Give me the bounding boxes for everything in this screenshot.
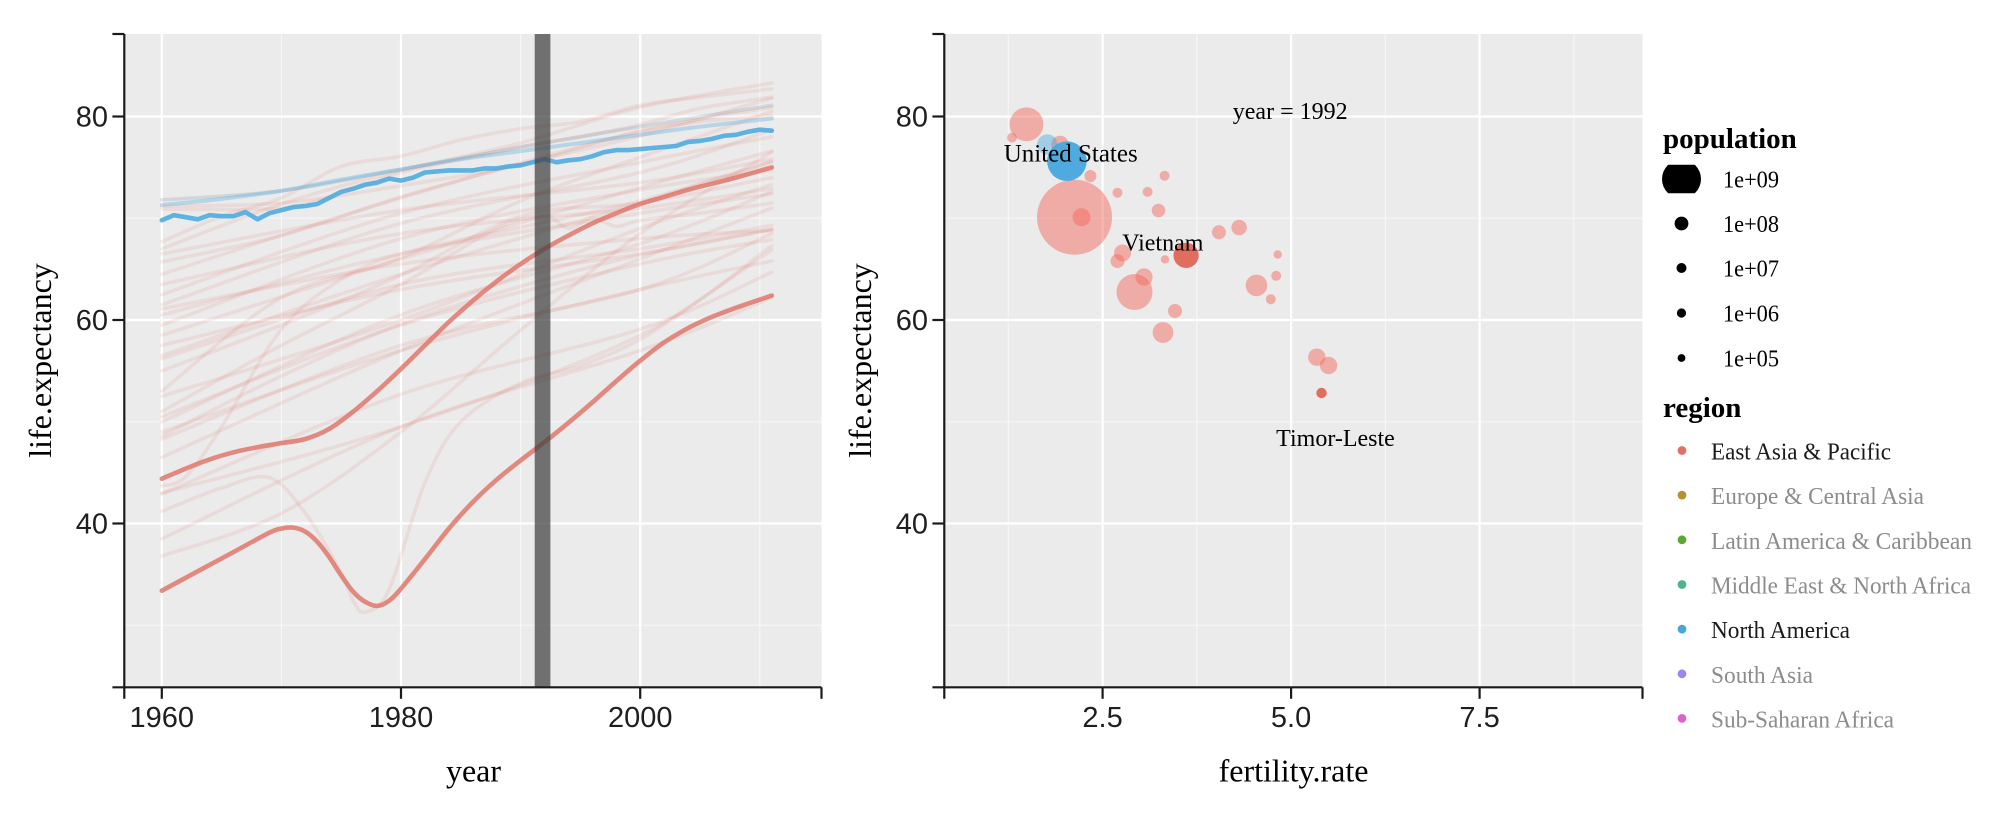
- svg-text:1980: 1980: [369, 702, 434, 734]
- svg-text:5.0: 5.0: [1271, 702, 1311, 734]
- svg-text:fertility.rate: fertility.rate: [1219, 753, 1369, 789]
- svg-text:life.expectancy: life.expectancy: [22, 263, 58, 458]
- svg-text:1e+08: 1e+08: [1723, 212, 1779, 238]
- svg-text:Sub-Saharan Africa: Sub-Saharan Africa: [1711, 707, 1894, 733]
- svg-text:1e+05: 1e+05: [1723, 347, 1779, 373]
- svg-text:60: 60: [896, 305, 928, 337]
- svg-text:1e+07: 1e+07: [1723, 257, 1779, 283]
- svg-text:East Asia & Pacific: East Asia & Pacific: [1711, 440, 1891, 466]
- svg-text:region: region: [1663, 392, 1741, 424]
- svg-text:Middle East & North Africa: Middle East & North Africa: [1711, 574, 1971, 600]
- svg-text:1960: 1960: [130, 702, 195, 734]
- svg-text:year: year: [446, 753, 501, 789]
- svg-text:South Asia: South Asia: [1711, 663, 1813, 689]
- svg-text:80: 80: [896, 102, 928, 134]
- svg-text:2000: 2000: [608, 702, 673, 734]
- svg-text:Vietnam: Vietnam: [1122, 231, 1204, 257]
- svg-text:1e+06: 1e+06: [1723, 302, 1779, 328]
- svg-text:2.5: 2.5: [1082, 702, 1122, 734]
- svg-text:United States: United States: [1004, 141, 1138, 168]
- svg-text:life.expectancy: life.expectancy: [842, 263, 878, 458]
- svg-text:1e+09: 1e+09: [1723, 168, 1779, 194]
- svg-text:year = 1992: year = 1992: [1233, 99, 1348, 125]
- svg-text:40: 40: [896, 509, 928, 541]
- svg-text:Europe & Central Asia: Europe & Central Asia: [1711, 484, 1924, 510]
- svg-text:population: population: [1663, 123, 1797, 155]
- svg-text:40: 40: [76, 509, 108, 541]
- svg-text:North America: North America: [1711, 618, 1850, 644]
- svg-text:7.5: 7.5: [1459, 702, 1499, 734]
- svg-text:80: 80: [76, 102, 108, 134]
- svg-text:Timor-Leste: Timor-Leste: [1276, 426, 1395, 452]
- svg-text:60: 60: [76, 305, 108, 337]
- svg-text:Latin America & Caribbean: Latin America & Caribbean: [1711, 529, 1972, 555]
